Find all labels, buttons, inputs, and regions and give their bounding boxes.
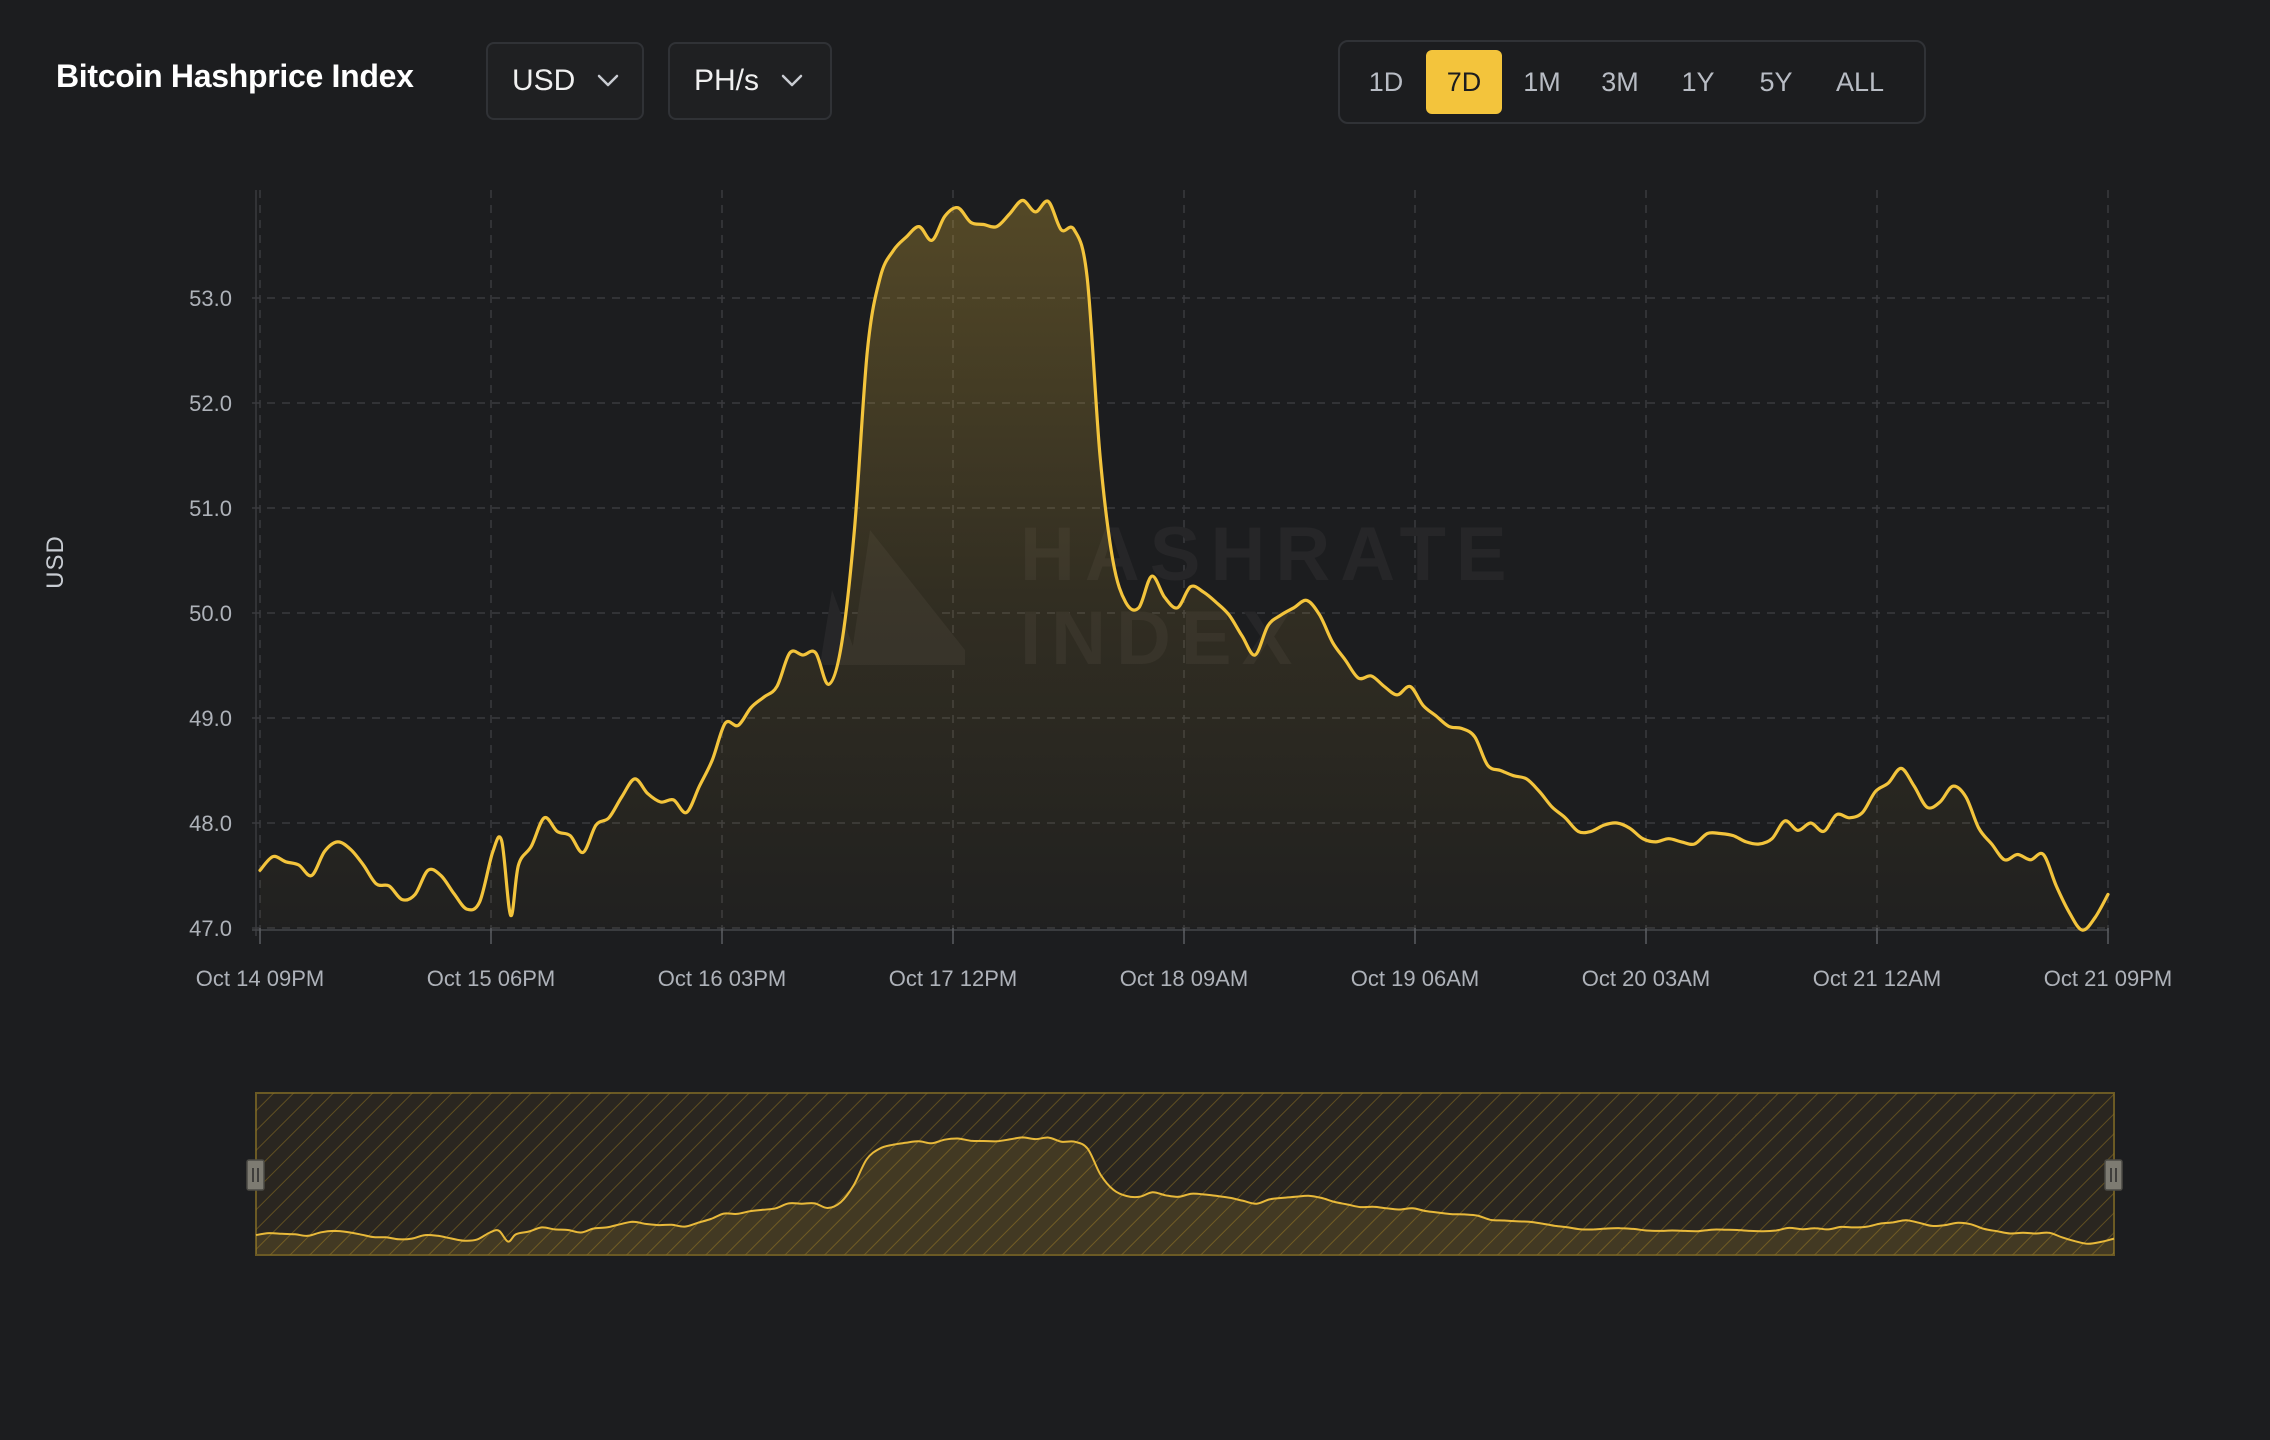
x-tick-label: Oct 20 03AM: [1582, 966, 1710, 991]
x-axis: Oct 14 09PM Oct 15 06PM Oct 16 03PM Oct 17 …: [196, 928, 2172, 991]
range-navigator[interactable]: [246, 1092, 2123, 1256]
y-tick-label: 48.0: [189, 811, 232, 836]
navigator-hatch: [256, 1093, 2114, 1255]
x-tick-label: Oct 18 09AM: [1120, 966, 1248, 991]
x-tick-label: Oct 16 03PM: [658, 966, 786, 991]
x-tick-label: Oct 21 12AM: [1813, 966, 1941, 991]
currency-dropdown[interactable]: USD: [486, 42, 644, 120]
chevron-down-icon: [781, 74, 803, 88]
series-area: [260, 200, 2108, 931]
range-button-5y[interactable]: 5Y: [1759, 66, 1793, 97]
y-tick-label: 49.0: [189, 706, 232, 731]
y-tick-label: 51.0: [189, 496, 232, 521]
x-tick-label: Oct 19 06AM: [1351, 966, 1479, 991]
y-axis: 47.0 48.0 49.0 50.0 51.0 52.0 53.0: [189, 286, 232, 941]
range-button-1m[interactable]: 1M: [1523, 66, 1561, 97]
unit-dropdown[interactable]: PH/s: [668, 42, 832, 120]
drag-handle-icon[interactable]: [246, 1159, 265, 1191]
time-range-selector: 1D 7D 1M 3M 1Y 5Y ALL: [1338, 40, 1926, 124]
range-button-all[interactable]: ALL: [1835, 66, 1885, 97]
x-tick-label: Oct 17 12PM: [889, 966, 1017, 991]
range-button-7d[interactable]: 7D: [1426, 50, 1502, 114]
currency-value: USD: [512, 64, 576, 97]
y-tick-label: 52.0: [189, 391, 232, 416]
page-title: Bitcoin Hashprice Index: [56, 58, 414, 94]
y-tick-label: 53.0: [189, 286, 232, 311]
y-tick-label: 50.0: [189, 601, 232, 626]
hashprice-chart[interactable]: HASHRATE INDEX 47.048.049.050.051.052.05…: [0, 0, 2270, 1010]
x-tick-label: Oct 15 06PM: [427, 966, 555, 991]
range-button-3m[interactable]: 3M: [1601, 66, 1639, 97]
y-tick-label: 47.0: [189, 916, 232, 941]
range-button-1y[interactable]: 1Y: [1681, 66, 1715, 97]
series-line: [258, 198, 2110, 932]
drag-handle-icon[interactable]: [2104, 1159, 2123, 1191]
x-tick-label: Oct 14 09PM: [196, 966, 324, 991]
unit-value: PH/s: [694, 64, 760, 97]
range-button-1d[interactable]: 1D: [1368, 66, 1404, 97]
chevron-down-icon: [597, 74, 619, 88]
x-tick-label: Oct 21 09PM: [2044, 966, 2172, 991]
navigator-line: [255, 1136, 2115, 1245]
